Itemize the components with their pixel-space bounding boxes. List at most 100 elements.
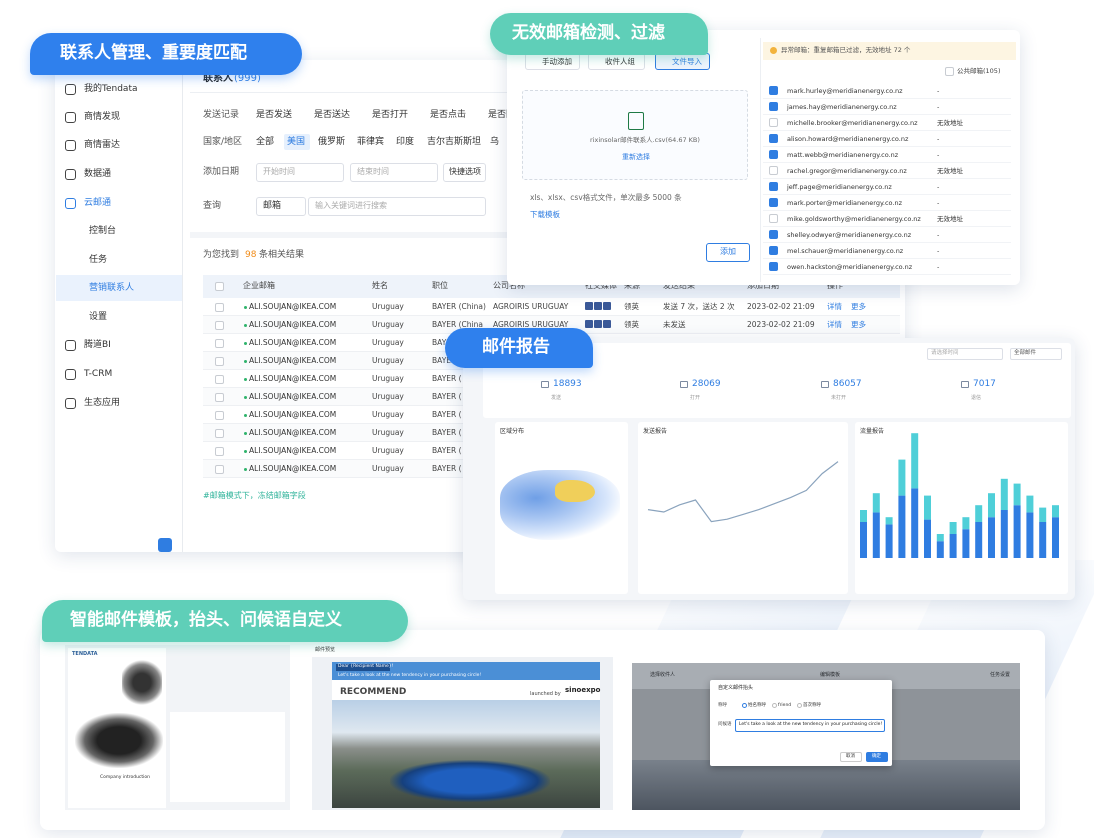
step-label: 任务设置	[990, 672, 1011, 678]
status-dot	[244, 342, 247, 345]
email-row	[763, 179, 1011, 195]
result-count: 98	[245, 250, 257, 260]
social-icon	[585, 320, 593, 328]
cancel-button: 取消	[846, 754, 855, 759]
map-highlight	[555, 480, 595, 502]
email-address: alison.howard@meridianenergy.co.nz	[787, 135, 909, 143]
email-row	[763, 115, 1011, 131]
checkbox	[215, 357, 224, 366]
checkbox	[769, 198, 778, 207]
menu-item: 云邮通	[84, 198, 112, 208]
menu-icon	[65, 340, 76, 351]
email-status: 无效地址	[937, 215, 963, 223]
country-option: 吉尔吉斯斯坦	[427, 137, 482, 147]
email-row	[763, 163, 1011, 179]
greeting-input	[735, 719, 885, 732]
submenu-item: 设置	[89, 312, 108, 322]
email-row	[763, 195, 1011, 211]
menu-icon	[65, 140, 76, 151]
email-row	[763, 83, 1011, 99]
stat-label: 未打开	[831, 395, 847, 401]
country-option: 美国	[287, 137, 306, 147]
menu-item: 腾道BI	[84, 340, 111, 350]
stat-value: 28069	[692, 379, 721, 389]
submenu-item: 控制台	[89, 226, 117, 236]
radio	[772, 703, 777, 708]
filter-option: 是否点击	[430, 110, 467, 120]
checkbox	[769, 214, 778, 223]
cell: BAYER (	[432, 428, 462, 437]
checkbox	[215, 411, 224, 420]
date-placeholder: 请选择时间	[931, 350, 959, 356]
result-text: 条相关结果	[259, 250, 305, 260]
greeting: Dear {Recipient Name}!	[338, 664, 394, 669]
status-dot	[244, 324, 247, 327]
download-link: 下载模板	[530, 210, 560, 219]
public-mail-filter: 公共邮箱(105)	[957, 67, 1001, 75]
cell: BAYER (	[432, 392, 462, 401]
badge	[445, 328, 593, 368]
email-status: -	[937, 183, 940, 191]
greeting-box	[336, 664, 390, 671]
chart-title: 区域分布	[500, 428, 525, 435]
cell: ALI.SOUJAN@IKEA.COM	[249, 428, 337, 437]
menu-item: T-CRM	[84, 369, 113, 379]
cell: Uruguay	[372, 338, 404, 347]
salutation-option: friend	[778, 703, 792, 708]
stat-value: 18893	[553, 379, 582, 389]
company-intro: Company introduction	[100, 775, 151, 780]
checkbox	[769, 118, 778, 127]
column-header: 企业邮箱	[243, 281, 275, 290]
sidebar	[55, 60, 183, 552]
dialog	[710, 680, 892, 766]
cell: ALI.SOUJAN@IKEA.COM	[249, 392, 337, 401]
menu-item: 商情雷达	[84, 140, 121, 150]
checkbox	[215, 321, 224, 330]
cancel-button	[840, 752, 862, 762]
menu-icon	[65, 369, 76, 380]
status-dot	[244, 360, 247, 363]
email-row	[763, 259, 1011, 275]
collapse-button	[158, 538, 172, 552]
mail-filter: 全部邮件	[1014, 350, 1037, 356]
stat-label: 退信	[971, 395, 982, 401]
field-label: 称呼	[718, 703, 727, 708]
cell: BAYER (	[432, 446, 462, 455]
submenu-item: 任务	[89, 255, 108, 265]
cell: 2023-02-02 21:09	[747, 302, 815, 311]
badge-text: 邮件报告	[482, 337, 550, 357]
preview-label: 邮件预览	[315, 647, 336, 653]
salutation-option: 姓名称呼	[748, 703, 766, 708]
email-address: owen.hackston@meridianenergy.co.nz	[787, 263, 913, 271]
greeting-input-text: Let's take a look at the new tendency in…	[739, 722, 883, 727]
cell: ALI.SOUJAN@IKEA.COM	[249, 446, 337, 455]
menu-item: 商情发现	[84, 112, 121, 122]
checkbox	[769, 262, 778, 271]
upload-hint: xls、xlsx、csv格式文件，单次最多 5000 条	[530, 193, 682, 202]
recommend-heading: RECOMMEND	[340, 687, 407, 697]
status-dot	[244, 450, 247, 453]
cell: Uruguay	[372, 374, 404, 383]
email-address: james.hay@meridianenergy.co.nz	[787, 103, 897, 111]
email-address: jeff.page@meridianenergy.co.nz	[787, 183, 892, 191]
cell: ALI.SOUJAN@IKEA.COM	[249, 338, 337, 347]
checkbox	[215, 339, 224, 348]
tab-button-label: 文件导入	[672, 57, 702, 66]
date-placeholder: 结束时间	[357, 167, 389, 176]
badge-text: 智能邮件模板，抬头、问候语自定义	[70, 610, 342, 630]
checkbox	[769, 230, 778, 239]
add-button	[706, 243, 750, 262]
checkbox	[945, 67, 954, 76]
cell: ALI.SOUJAN@IKEA.COM	[249, 356, 337, 365]
cell: AGROIRIS URUGUAY	[493, 302, 569, 311]
email-row	[763, 243, 1011, 259]
cell: Uruguay	[372, 464, 404, 473]
product-image	[75, 713, 163, 768]
cell: Uruguay	[372, 410, 404, 419]
sinoexpo-logo: sinoexpo	[565, 686, 601, 694]
chart-card	[855, 422, 1068, 594]
result-text: 为您找到	[203, 250, 240, 260]
email-status: -	[937, 231, 940, 239]
country-option: 印度	[396, 137, 415, 147]
